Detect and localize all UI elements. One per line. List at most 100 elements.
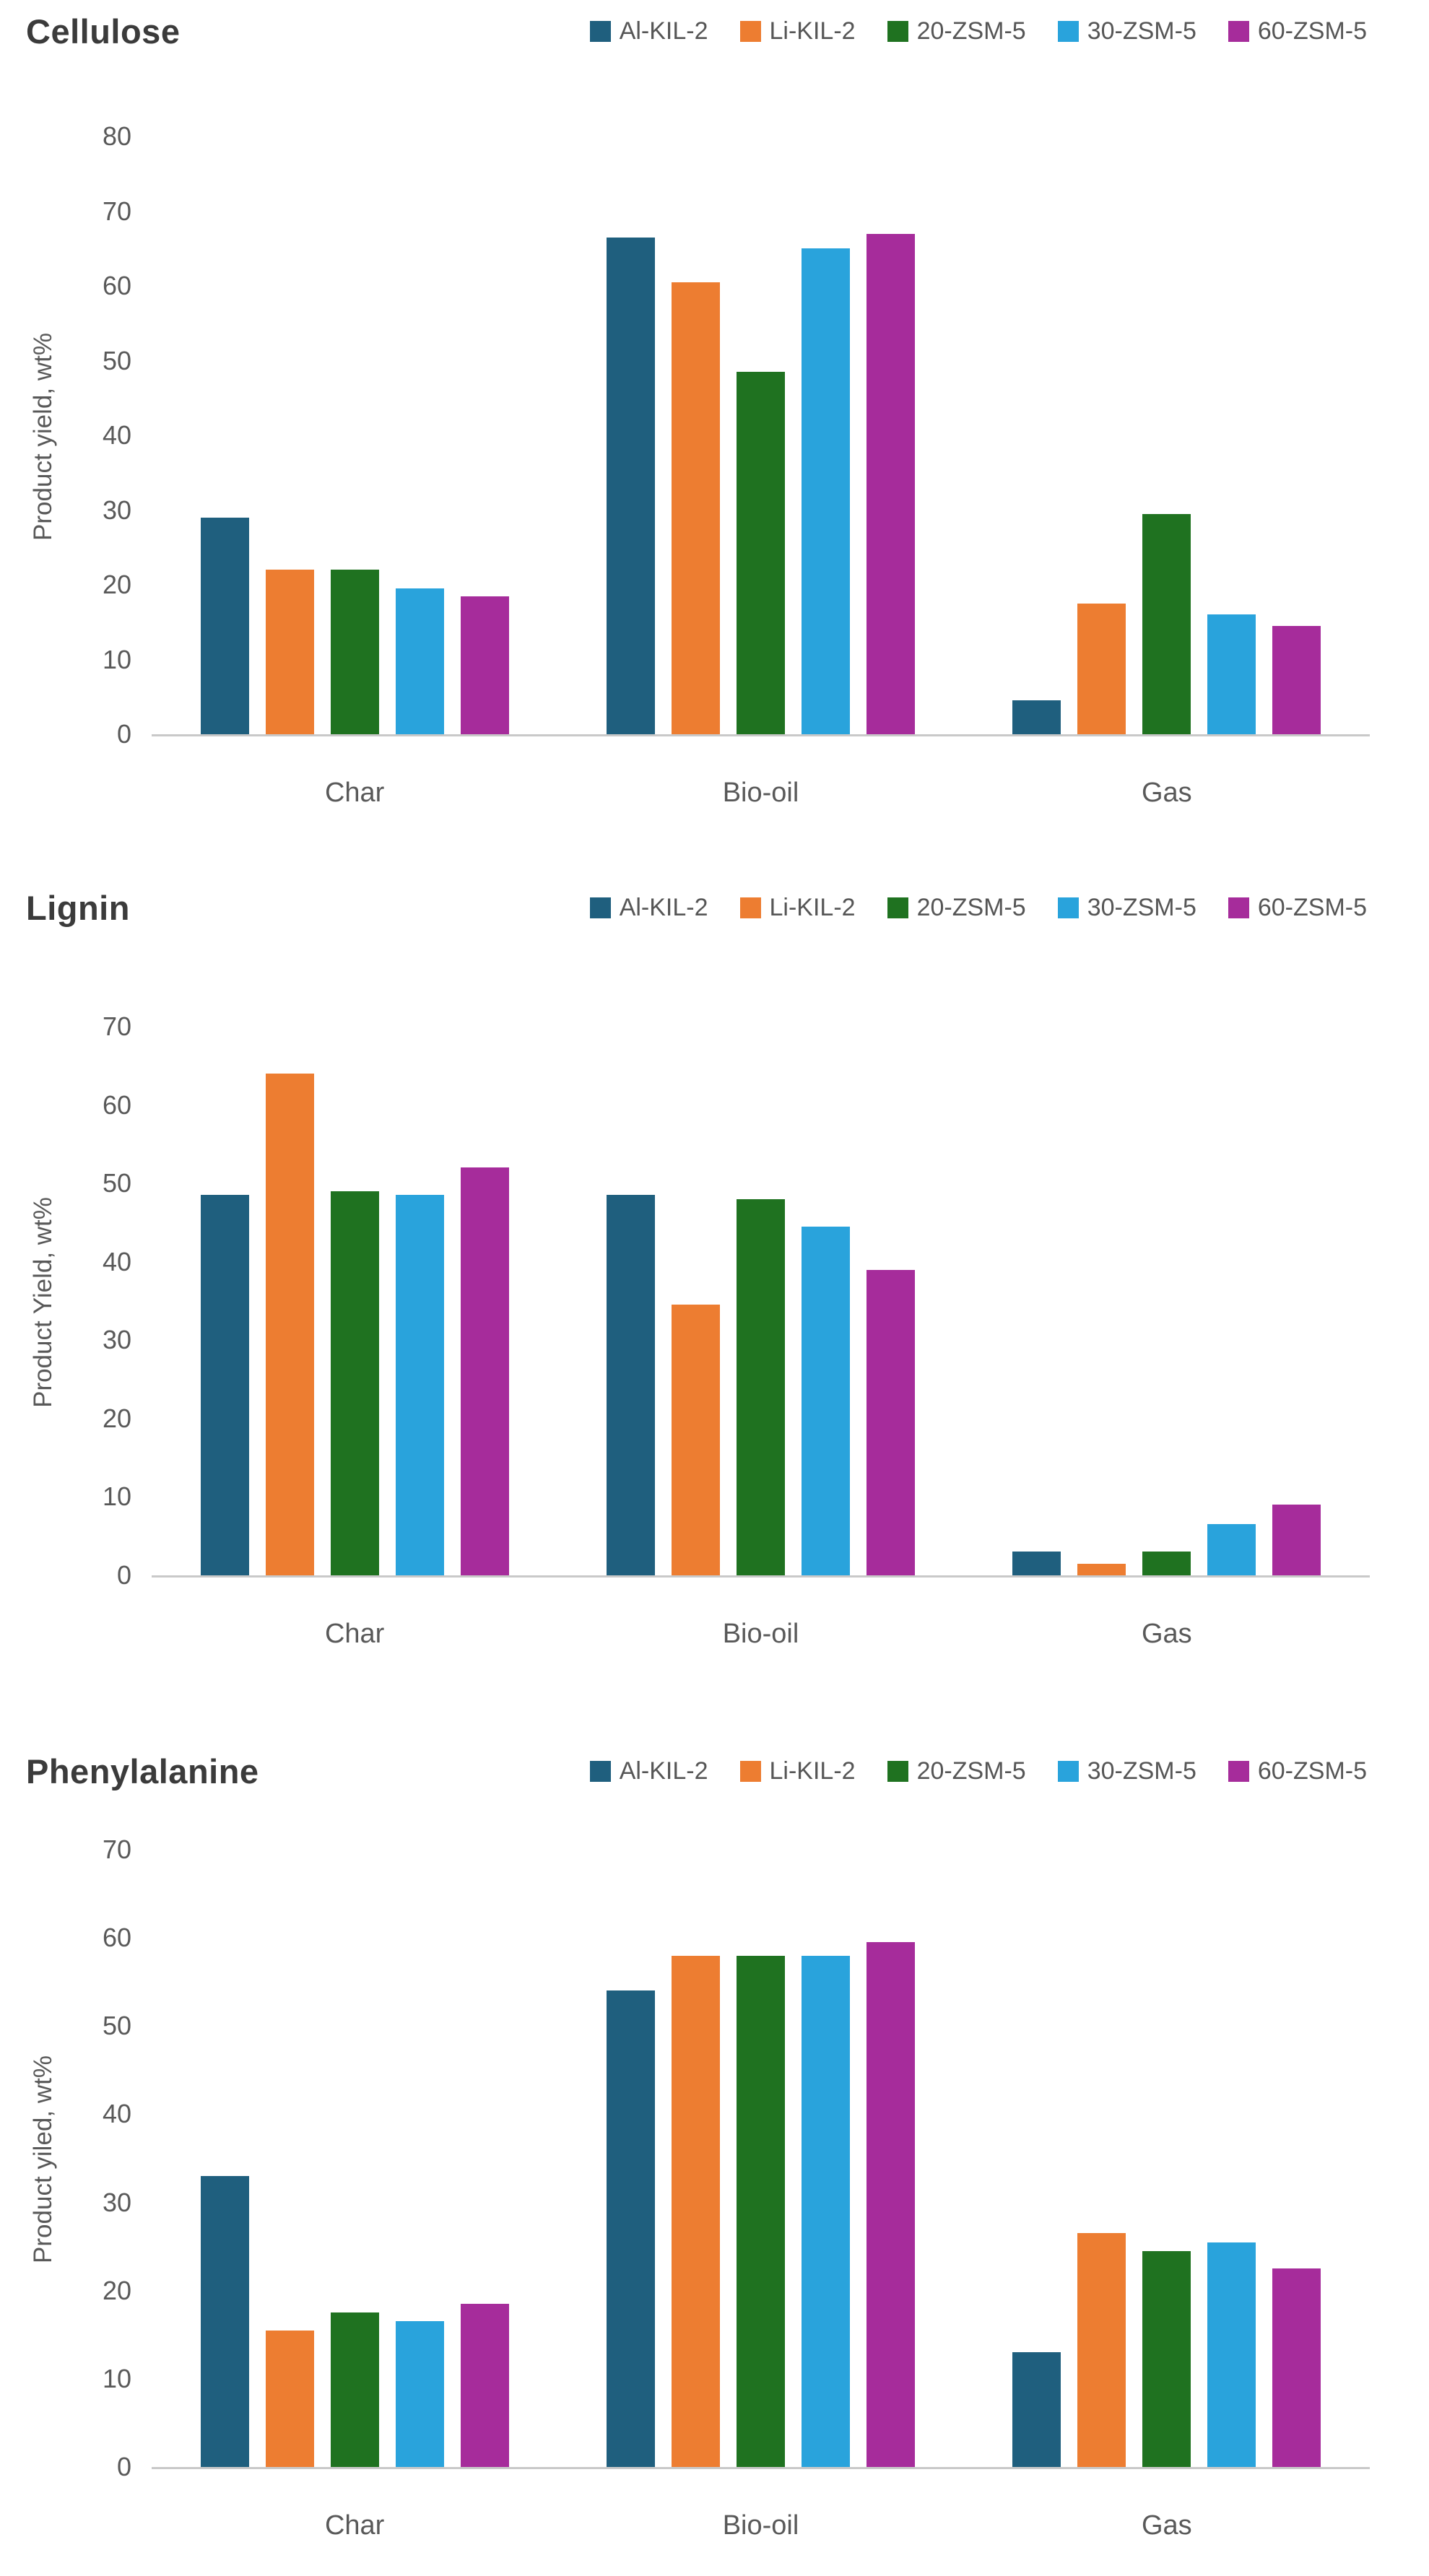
bar-20-zsm-5-char [330, 2312, 379, 2467]
bar-30-zsm-5-char [395, 588, 444, 734]
category-group-gas [964, 1852, 1370, 2467]
bar-60-zsm-5-char [460, 2304, 509, 2467]
chart-title: Lignin [26, 889, 130, 927]
y-tick-label: 0 [116, 1560, 131, 1590]
chart-title: Cellulose [26, 12, 181, 51]
category-group-bio-oil [557, 139, 963, 734]
category-label-bio-oil: Bio-oil [722, 778, 799, 808]
category-group-char [152, 1852, 557, 2467]
category-labels: Char Bio-oil Gas [152, 778, 1370, 809]
category-labels: Char Bio-oil Gas [152, 1619, 1370, 1650]
bar-20-zsm-5-bio-oil [736, 1199, 785, 1575]
bar-30-zsm-5-gas [1207, 1524, 1256, 1575]
legend-label: 20-ZSM-5 [916, 1757, 1026, 1785]
legend-label: Li-KIL-2 [769, 17, 856, 45]
legend-swatch-icon [739, 897, 761, 918]
legend-label: 60-ZSM-5 [1257, 894, 1367, 921]
bar-al-kil-2-char [200, 1195, 249, 1575]
legend-item-li-kil-2: Li-KIL-2 [739, 17, 856, 45]
bar-al-kil-2-bio-oil [606, 238, 655, 734]
bar-20-zsm-5-gas [1142, 514, 1191, 734]
legend-item-al-kil-2: Al-KIL-2 [589, 894, 708, 922]
bar-li-kil-2-gas [1077, 1564, 1126, 1575]
bar-60-zsm-5-bio-oil [866, 1270, 915, 1575]
legend: Al-KIL-2 Li-KIL-2 20-ZSM-5 30-ZSM-5 60-ZSM-5 [589, 12, 1367, 45]
category-group-gas [964, 1029, 1370, 1575]
legend-swatch-icon [589, 897, 611, 918]
legend-swatch-icon [589, 21, 611, 42]
legend-label: 30-ZSM-5 [1087, 17, 1196, 45]
category-group-gas [964, 139, 1370, 734]
bar-li-kil-2-bio-oil [671, 1956, 720, 2467]
bar-al-kil-2-bio-oil [606, 1990, 655, 2467]
legend-label: Al-KIL-2 [619, 894, 708, 921]
category-label-bio-oil: Bio-oil [722, 1619, 799, 1649]
legend-label: 20-ZSM-5 [916, 894, 1026, 921]
legend-swatch-icon [1057, 897, 1079, 918]
chart-title: Phenylalanine [26, 1752, 259, 1790]
plot-area: Product yield, wt% 0 10 20 30 40 50 60 70 80 Char B… [29, 123, 1370, 808]
bar-al-kil-2-char [200, 2176, 249, 2467]
bar-30-zsm-5-gas [1207, 614, 1256, 734]
bar-li-kil-2-char [265, 1074, 314, 1575]
legend-item-30-zsm-5: 30-ZSM-5 [1057, 894, 1196, 922]
legend-swatch-icon [1228, 21, 1249, 42]
legend-item-30-zsm-5: 30-ZSM-5 [1057, 1757, 1196, 1785]
y-tick-label: 0 [116, 719, 131, 749]
category-label-gas: Gas [1141, 1619, 1192, 1649]
category-group-char [152, 139, 557, 734]
bar-li-kil-2-bio-oil [671, 1305, 720, 1575]
bar-30-zsm-5-gas [1207, 2242, 1256, 2467]
bar-li-kil-2-gas [1077, 2233, 1126, 2467]
y-tick-label: 50 [102, 2011, 131, 2041]
legend-item-60-zsm-5: 60-ZSM-5 [1228, 1757, 1367, 1785]
legend-item-30-zsm-5: 30-ZSM-5 [1057, 17, 1196, 45]
bar-60-zsm-5-bio-oil [866, 1942, 915, 2467]
legend-item-20-zsm-5: 20-ZSM-5 [887, 1757, 1026, 1785]
y-tick-label: 70 [102, 196, 131, 226]
legend-label: 30-ZSM-5 [1087, 894, 1196, 921]
bar-li-kil-2-gas [1077, 604, 1126, 734]
legend: Al-KIL-2 Li-KIL-2 20-ZSM-5 30-ZSM-5 60-ZSM-5 [589, 1752, 1367, 1785]
bar-li-kil-2-char [265, 2331, 314, 2467]
legend-item-20-zsm-5: 20-ZSM-5 [887, 17, 1026, 45]
bar-60-zsm-5-gas [1272, 626, 1321, 734]
bars-layer [152, 139, 1370, 734]
bar-al-kil-2-gas [1012, 1552, 1061, 1575]
category-label-char: Char [324, 2510, 385, 2541]
legend-label: Al-KIL-2 [619, 17, 708, 45]
bar-20-zsm-5-bio-oil [736, 1956, 785, 2467]
bar-30-zsm-5-bio-oil [801, 1956, 850, 2467]
bar-al-kil-2-bio-oil [606, 1195, 655, 1575]
category-label-char: Char [324, 1619, 385, 1649]
bar-20-zsm-5-gas [1142, 1552, 1191, 1575]
bar-30-zsm-5-char [395, 1195, 444, 1575]
bar-al-kil-2-gas [1012, 700, 1061, 734]
legend-item-li-kil-2: Li-KIL-2 [739, 894, 856, 922]
y-tick-label: 60 [102, 1923, 131, 1953]
y-tick-label: 40 [102, 420, 131, 450]
y-tick-label: 20 [102, 2275, 131, 2305]
legend-swatch-icon [1057, 21, 1079, 42]
chart-cellulose: Cellulose Al-KIL-2 Li-KIL-2 20-ZSM-5 30-ZSM-… [0, 0, 1429, 837]
y-axis-title: Product yiled, wt% [29, 2055, 57, 2263]
y-axis-title: Product yield, wt% [29, 332, 57, 541]
category-group-bio-oil [557, 1029, 963, 1575]
legend-label: Al-KIL-2 [619, 1757, 708, 1785]
y-tick-label: 70 [102, 1011, 131, 1041]
bar-60-zsm-5-bio-oil [866, 234, 915, 734]
bar-30-zsm-5-bio-oil [801, 1227, 850, 1575]
category-label-bio-oil: Bio-oil [722, 2510, 799, 2541]
bar-20-zsm-5-char [330, 1191, 379, 1575]
category-label-gas: Gas [1141, 778, 1192, 808]
category-group-char [152, 1029, 557, 1575]
y-tick-label: 20 [102, 1403, 131, 1433]
y-tick-label: 60 [102, 1089, 131, 1120]
y-tick-label: 30 [102, 1325, 131, 1355]
category-label-gas: Gas [1141, 2510, 1192, 2541]
legend-label: 30-ZSM-5 [1087, 1757, 1196, 1785]
legend-item-al-kil-2: Al-KIL-2 [589, 1757, 708, 1785]
y-axis-title: Product Yield, wt% [29, 1196, 57, 1408]
